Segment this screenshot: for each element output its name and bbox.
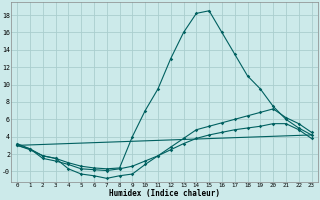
X-axis label: Humidex (Indice chaleur): Humidex (Indice chaleur) (109, 189, 220, 198)
